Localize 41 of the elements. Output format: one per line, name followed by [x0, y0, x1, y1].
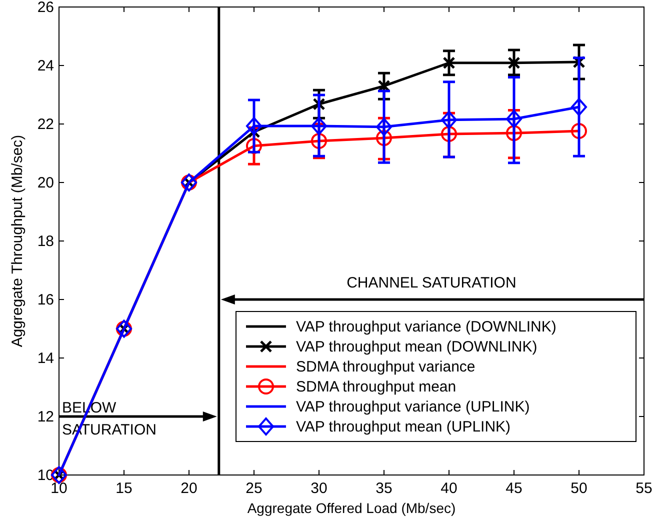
point — [246, 138, 262, 154]
point — [506, 125, 522, 142]
x-tick-label: 35 — [376, 480, 392, 497]
y-axis-title: Aggregate Throughput (Mb/sec) — [9, 134, 26, 348]
y-tick-label: 16 — [37, 292, 54, 308]
x-tick-label: 25 — [246, 480, 262, 497]
x-tick-label: 30 — [310, 480, 328, 497]
y-tick-label: 18 — [37, 233, 54, 250]
point — [376, 118, 392, 136]
y-tick-label: 26 — [37, 0, 54, 16]
point — [441, 126, 457, 142]
x-axis-title: Aggregate Offered Load (Mb/sec) — [247, 500, 456, 516]
legend-label: SDMA throughput variance — [296, 358, 476, 376]
y-tick-label: 20 — [37, 174, 54, 192]
legend-label: VAP throughput variance (DOWNLINK) — [296, 318, 556, 336]
x-tick-label: 45 — [506, 480, 522, 497]
y-tick-label: 12 — [37, 408, 54, 426]
y-tick-label: 22 — [37, 116, 54, 133]
x-tick-label: 50 — [570, 480, 588, 497]
point — [508, 56, 520, 70]
x-tick-label: 20 — [180, 480, 198, 497]
point — [246, 117, 262, 136]
y-tick-label: 14 — [37, 350, 54, 367]
x-tick-label: 10 — [50, 480, 68, 497]
point — [441, 110, 457, 129]
legend-label: VAP throughput mean (UPLINK) — [296, 418, 511, 436]
annotation: CHANNEL SATURATION — [346, 274, 516, 292]
point — [311, 132, 327, 149]
x-tick-label: 55 — [636, 480, 652, 497]
legend-label: VAP throughput mean (DOWNLINK) — [296, 338, 538, 356]
point — [571, 123, 587, 140]
point — [571, 98, 587, 116]
x-tick-label: 15 — [116, 480, 132, 497]
x-tick-label: 40 — [440, 480, 458, 497]
y-tick-label: 24 — [37, 58, 54, 74]
point — [311, 117, 327, 136]
point — [506, 110, 522, 128]
legend-label: SDMA throughput mean — [296, 378, 456, 396]
legend-label: VAP throughput variance (UPLINK) — [296, 398, 530, 416]
point — [442, 56, 456, 70]
point — [376, 130, 392, 146]
